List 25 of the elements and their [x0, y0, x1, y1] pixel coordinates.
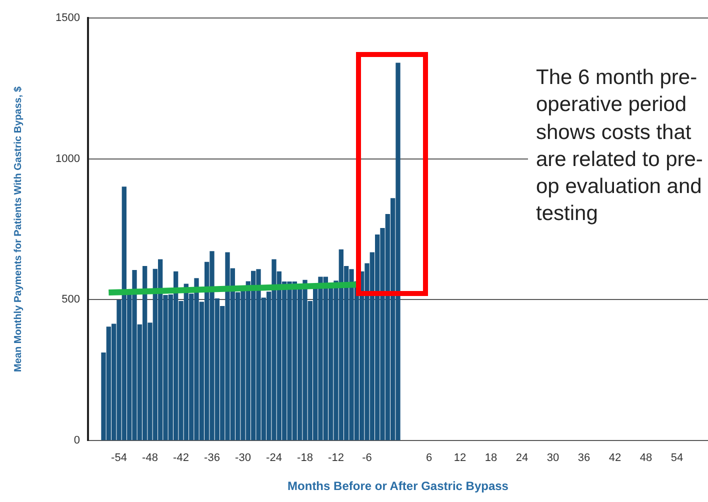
- x-tick-label: -54: [111, 452, 127, 464]
- x-tick-label: 6: [426, 452, 432, 464]
- x-tick-label: 18: [484, 452, 498, 464]
- x-tick-label: -36: [204, 452, 220, 464]
- y-axis-title: Mean Monthly Payments for Patients With Gastric Bypass, $: [12, 86, 24, 372]
- x-tick-label: -30: [235, 452, 251, 464]
- x-tick-label: -48: [142, 452, 158, 464]
- x-tick-label: 12: [454, 452, 466, 464]
- x-tick-label: -42: [173, 452, 189, 464]
- y-tick-label: 1000: [56, 152, 80, 165]
- x-tick-label: 48: [640, 452, 652, 464]
- x-tick-label: 24: [516, 452, 528, 464]
- y-tick-label: 0: [74, 434, 80, 446]
- x-tick-label: -24: [266, 452, 282, 464]
- x-tick-label: -18: [297, 452, 313, 464]
- annotation: The 6 month pre-operative period shows costs that are related to pre-op evaluation and testing: [536, 65, 704, 228]
- x-tick-label: -12: [328, 452, 344, 464]
- y-tick-label: 500: [62, 294, 80, 306]
- x-tick-label: -6: [362, 452, 372, 464]
- x-axis-title: Months Before or After Gastric Bypass: [288, 479, 509, 494]
- x-tick-label: 54: [670, 452, 684, 464]
- x-tick-label: 42: [608, 452, 622, 464]
- x-tick-label: 36: [578, 452, 590, 464]
- x-tick-label: 30: [546, 452, 560, 464]
- y-tick-label: 1500: [56, 12, 80, 24]
